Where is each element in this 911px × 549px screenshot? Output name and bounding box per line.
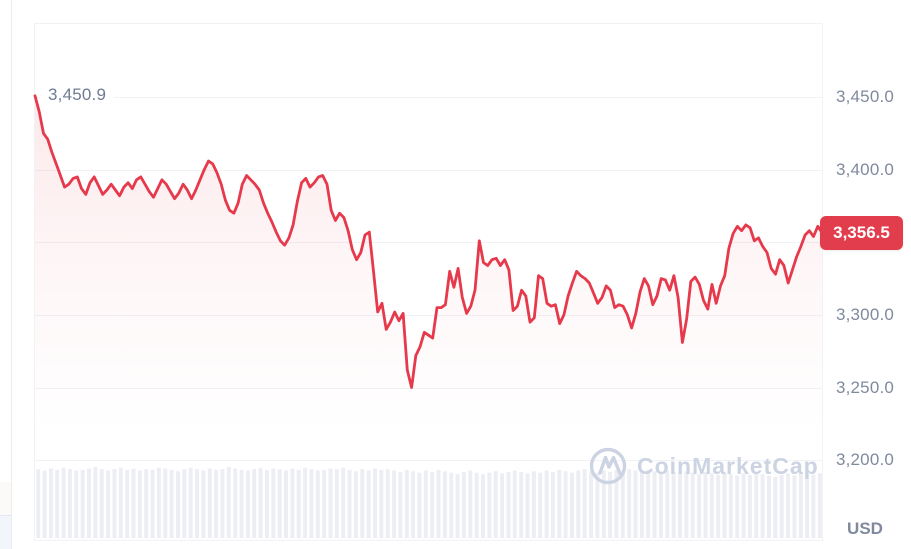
plot-border: [34, 23, 823, 541]
y-axis-tick-label: 3,450.0: [835, 87, 895, 107]
price-area-fill: [35, 95, 822, 541]
page-edge-divider: [11, 0, 12, 549]
currency-unit-label: USD: [847, 519, 883, 538]
y-axis-tick-label: 3,200.0: [835, 450, 895, 470]
page-corner-blue-panel: [0, 515, 11, 549]
y-axis-tick-label: 3,300.0: [835, 304, 895, 324]
price-line: [33, 94, 824, 389]
y-axis-tick-label: 3,250.0: [835, 377, 895, 397]
y-axis-tick-label: 3,400.0: [835, 159, 895, 179]
series-start-value-label: 3,450.9: [40, 82, 115, 107]
page-corner-fragment: [0, 482, 11, 515]
current-price-badge: 3,356.5: [820, 215, 903, 250]
